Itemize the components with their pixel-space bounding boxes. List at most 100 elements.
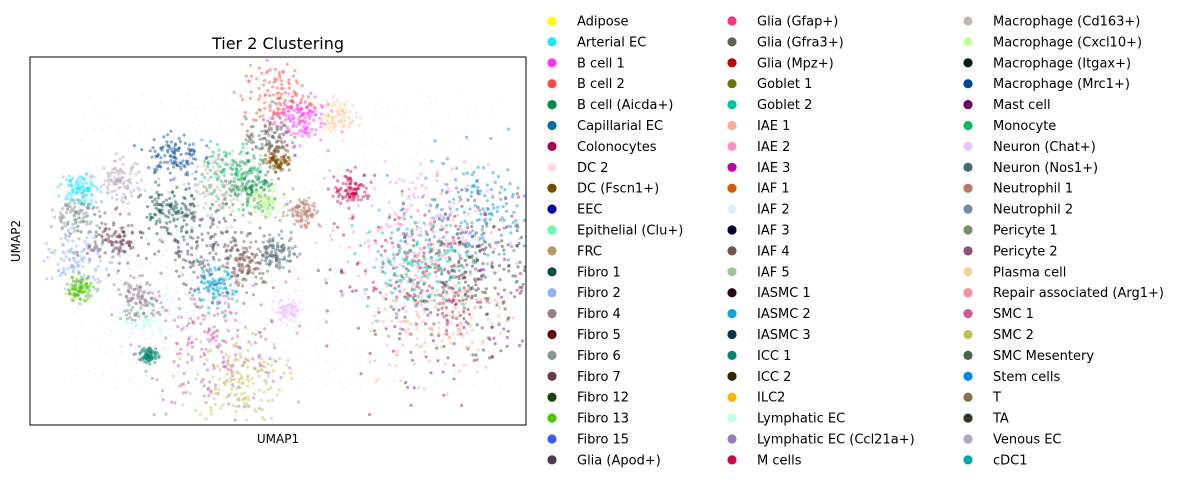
data-point — [429, 327, 434, 331]
legend-label: Goblet 1 — [757, 77, 812, 92]
data-point — [277, 107, 281, 111]
data-point — [235, 173, 239, 177]
data-point — [507, 316, 511, 320]
data-point — [182, 133, 186, 137]
data-point — [175, 252, 179, 256]
data-point — [385, 240, 389, 244]
data-point — [224, 155, 229, 159]
data-point — [462, 312, 466, 316]
data-point — [181, 159, 185, 163]
data-point — [67, 174, 72, 178]
data-point — [185, 159, 189, 163]
data-point — [505, 344, 509, 348]
data-point — [404, 210, 408, 214]
data-point — [292, 100, 296, 104]
data-point — [249, 166, 253, 170]
data-point — [402, 212, 406, 216]
data-point — [482, 252, 486, 256]
legend-marker — [727, 413, 737, 423]
data-point — [285, 363, 289, 367]
data-point — [409, 278, 413, 282]
data-point — [412, 292, 416, 296]
data-point — [546, 264, 549, 267]
data-point — [503, 257, 507, 261]
data-point — [308, 116, 312, 121]
data-point — [170, 400, 174, 404]
data-point — [462, 160, 466, 164]
data-point — [406, 385, 410, 389]
data-point — [442, 315, 446, 319]
data-point — [416, 252, 420, 256]
data-point — [239, 355, 243, 359]
data-point — [282, 113, 286, 117]
data-point — [170, 213, 174, 217]
legend-item: Fibro 1 — [547, 265, 621, 280]
data-point — [66, 197, 70, 201]
data-point — [126, 184, 130, 188]
data-point — [243, 177, 247, 181]
data-point — [212, 397, 216, 401]
data-point — [233, 218, 237, 222]
data-point — [480, 274, 484, 278]
data-point — [307, 121, 311, 126]
data-point — [476, 191, 480, 195]
data-point — [285, 130, 289, 135]
cluster-smc-2 — [171, 331, 294, 422]
data-point — [230, 292, 234, 296]
data-point — [247, 158, 251, 162]
data-point — [462, 310, 466, 314]
data-point — [342, 111, 346, 115]
data-point — [299, 113, 303, 117]
data-point — [110, 170, 114, 175]
data-point — [431, 242, 435, 246]
data-point — [205, 244, 209, 248]
data-point — [310, 110, 314, 115]
data-point — [170, 299, 175, 303]
legend-item: IAE 3 — [727, 161, 790, 176]
data-point — [246, 374, 250, 378]
legend-item: ICC 1 — [727, 349, 791, 364]
data-point — [258, 115, 262, 119]
data-point — [191, 202, 195, 206]
data-point — [241, 381, 245, 385]
data-point — [130, 223, 134, 227]
data-point — [271, 157, 275, 161]
data-point — [329, 238, 334, 242]
data-point — [483, 275, 487, 279]
data-point — [304, 105, 308, 109]
data-point — [268, 357, 272, 361]
data-point — [70, 226, 74, 230]
data-point — [270, 156, 274, 160]
data-point — [346, 168, 350, 172]
data-point — [399, 278, 403, 282]
data-point — [276, 112, 280, 116]
data-point — [458, 256, 463, 260]
data-point — [267, 80, 271, 84]
data-point — [73, 226, 77, 230]
data-point — [177, 224, 181, 228]
data-point — [135, 284, 139, 288]
data-point — [163, 295, 167, 299]
data-point — [378, 291, 382, 295]
data-point — [239, 374, 244, 378]
data-point — [231, 167, 235, 171]
data-point — [242, 405, 246, 409]
data-point — [274, 252, 279, 256]
data-point — [215, 143, 220, 147]
data-point — [308, 101, 312, 105]
data-point — [502, 218, 506, 222]
data-point — [158, 313, 162, 317]
data-point — [528, 219, 531, 222]
data-point — [384, 293, 388, 297]
data-point — [270, 250, 274, 254]
data-point — [301, 119, 305, 123]
data-point — [206, 338, 210, 342]
data-point — [507, 264, 511, 268]
data-point — [149, 349, 153, 353]
data-point — [166, 148, 170, 152]
data-point — [392, 307, 396, 311]
data-point — [220, 339, 224, 343]
data-point — [118, 212, 122, 216]
legend-label: Neutrophil 1 — [993, 182, 1073, 197]
legend-item: DC 2 — [547, 161, 609, 176]
